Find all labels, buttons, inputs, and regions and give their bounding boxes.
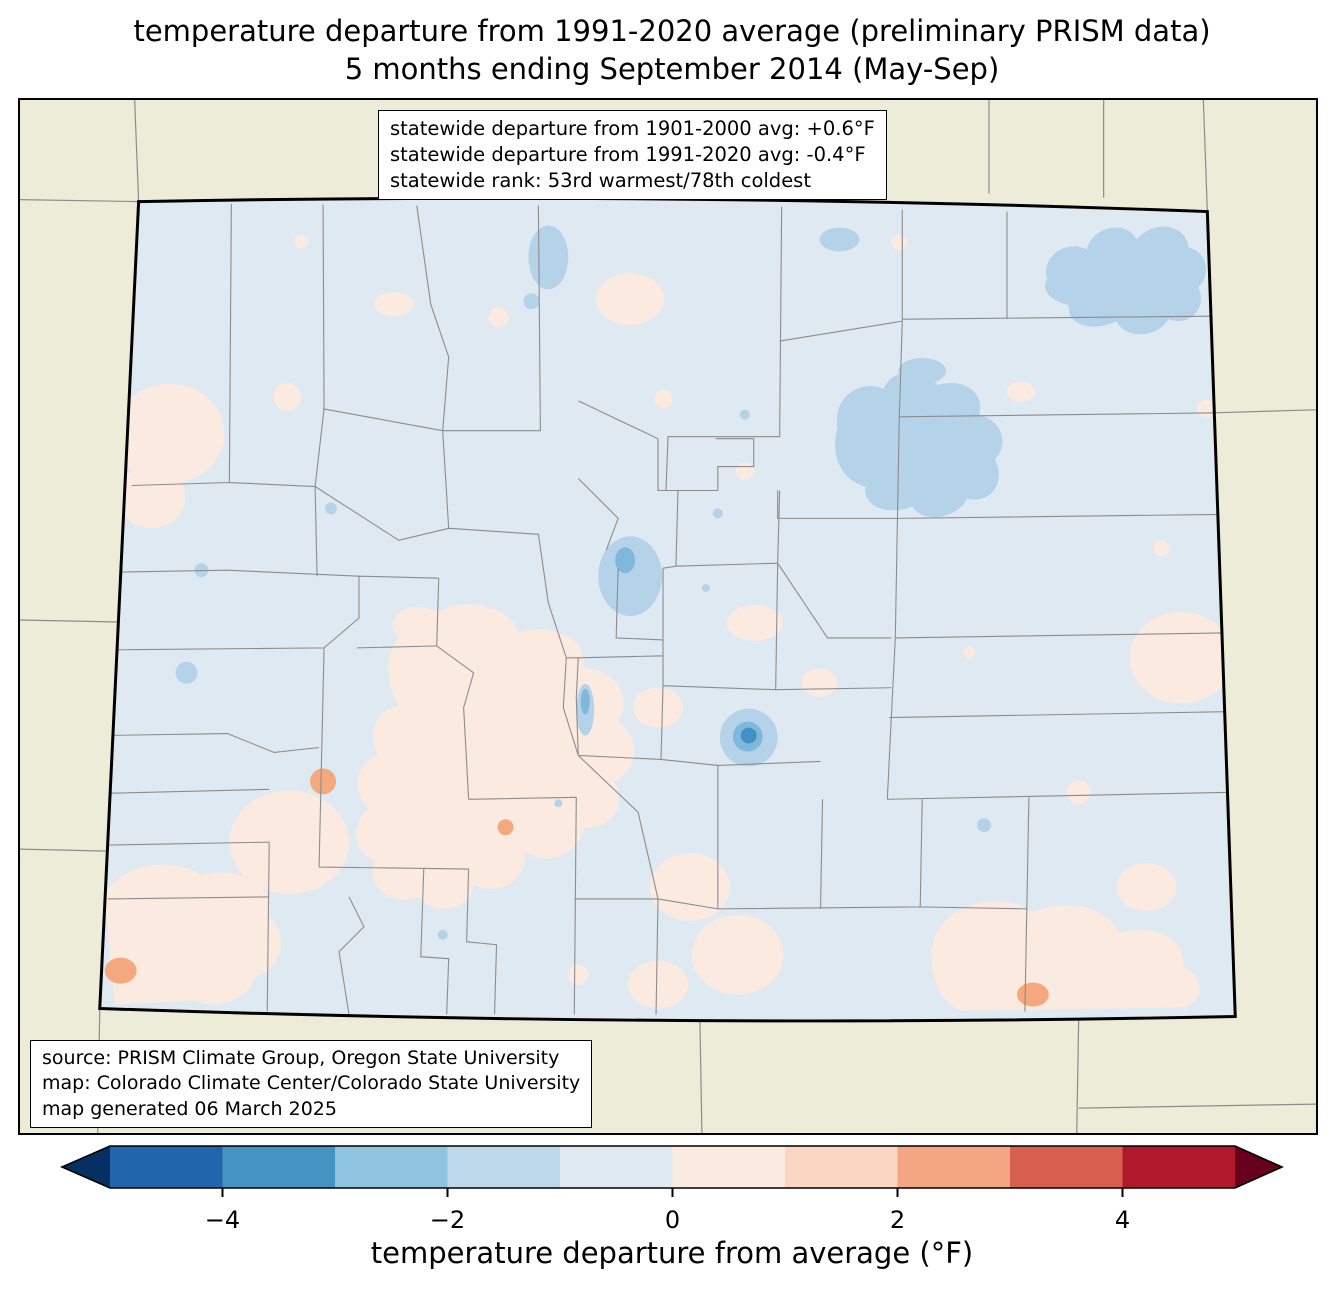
colorbar-segment bbox=[1122, 1146, 1235, 1188]
cool-anomaly-patches bbox=[175, 225, 1207, 940]
colorbar-tick-label: 2 bbox=[890, 1206, 905, 1234]
stats-line-2: statewide departure from 1991-2020 avg: … bbox=[390, 143, 866, 167]
stats-line-3: statewide rank: 53rd warmest/78th coldes… bbox=[390, 169, 811, 193]
colorbar-outline bbox=[60, 1145, 1284, 1189]
colorbar-tick-label: 4 bbox=[1115, 1206, 1130, 1234]
source-box: source: PRISM Climate Group, Oregon Stat… bbox=[30, 1040, 593, 1129]
warm-anomaly-spots bbox=[104, 768, 1049, 1007]
source-line-3: map generated 06 March 2025 bbox=[42, 1097, 337, 1120]
colorbar-tick-label: 0 bbox=[665, 1206, 680, 1234]
map-frame: statewide departure from 1901-2000 avg: … bbox=[18, 98, 1318, 1135]
map-title: temperature departure from 1991-2020 ave… bbox=[0, 12, 1344, 89]
stats-line-1: statewide departure from 1901-2000 avg: … bbox=[390, 117, 875, 140]
colorbar-segment bbox=[1010, 1146, 1123, 1188]
county-boundaries bbox=[101, 203, 1232, 1015]
source-line-2: map: Colorado Climate Center/Colorado St… bbox=[42, 1072, 581, 1095]
colorbar-segment bbox=[335, 1146, 448, 1188]
cool-anomaly-core-dark bbox=[740, 727, 757, 744]
colorbar: −4 −2 0 2 4 bbox=[60, 1145, 1284, 1234]
colorbar-segment bbox=[672, 1146, 786, 1188]
colorbar-tick-label: −2 bbox=[430, 1206, 465, 1234]
colorbar-segment bbox=[447, 1146, 561, 1188]
colorbar-segment bbox=[110, 1146, 223, 1188]
colorbar-right-arrow bbox=[1235, 1146, 1282, 1188]
colorbar-segment bbox=[222, 1146, 336, 1188]
title-line1: temperature departure from 1991-2020 ave… bbox=[133, 14, 1211, 48]
colorbar-segment bbox=[560, 1146, 673, 1188]
colorbar-segment bbox=[897, 1146, 1011, 1188]
colorbar-tick-label: −4 bbox=[205, 1206, 240, 1234]
colorbar-left-arrow bbox=[62, 1146, 110, 1188]
colorbar-axis-label: temperature departure from average (°F) bbox=[370, 1236, 974, 1270]
source-line-1: source: PRISM Climate Group, Oregon Stat… bbox=[42, 1047, 560, 1069]
colorado-map bbox=[20, 100, 1316, 1133]
title-line2: 5 months ending September 2014 (May-Sep) bbox=[344, 52, 1000, 87]
stats-box: statewide departure from 1901-2000 avg: … bbox=[378, 110, 887, 201]
colorbar-segment bbox=[785, 1146, 898, 1188]
